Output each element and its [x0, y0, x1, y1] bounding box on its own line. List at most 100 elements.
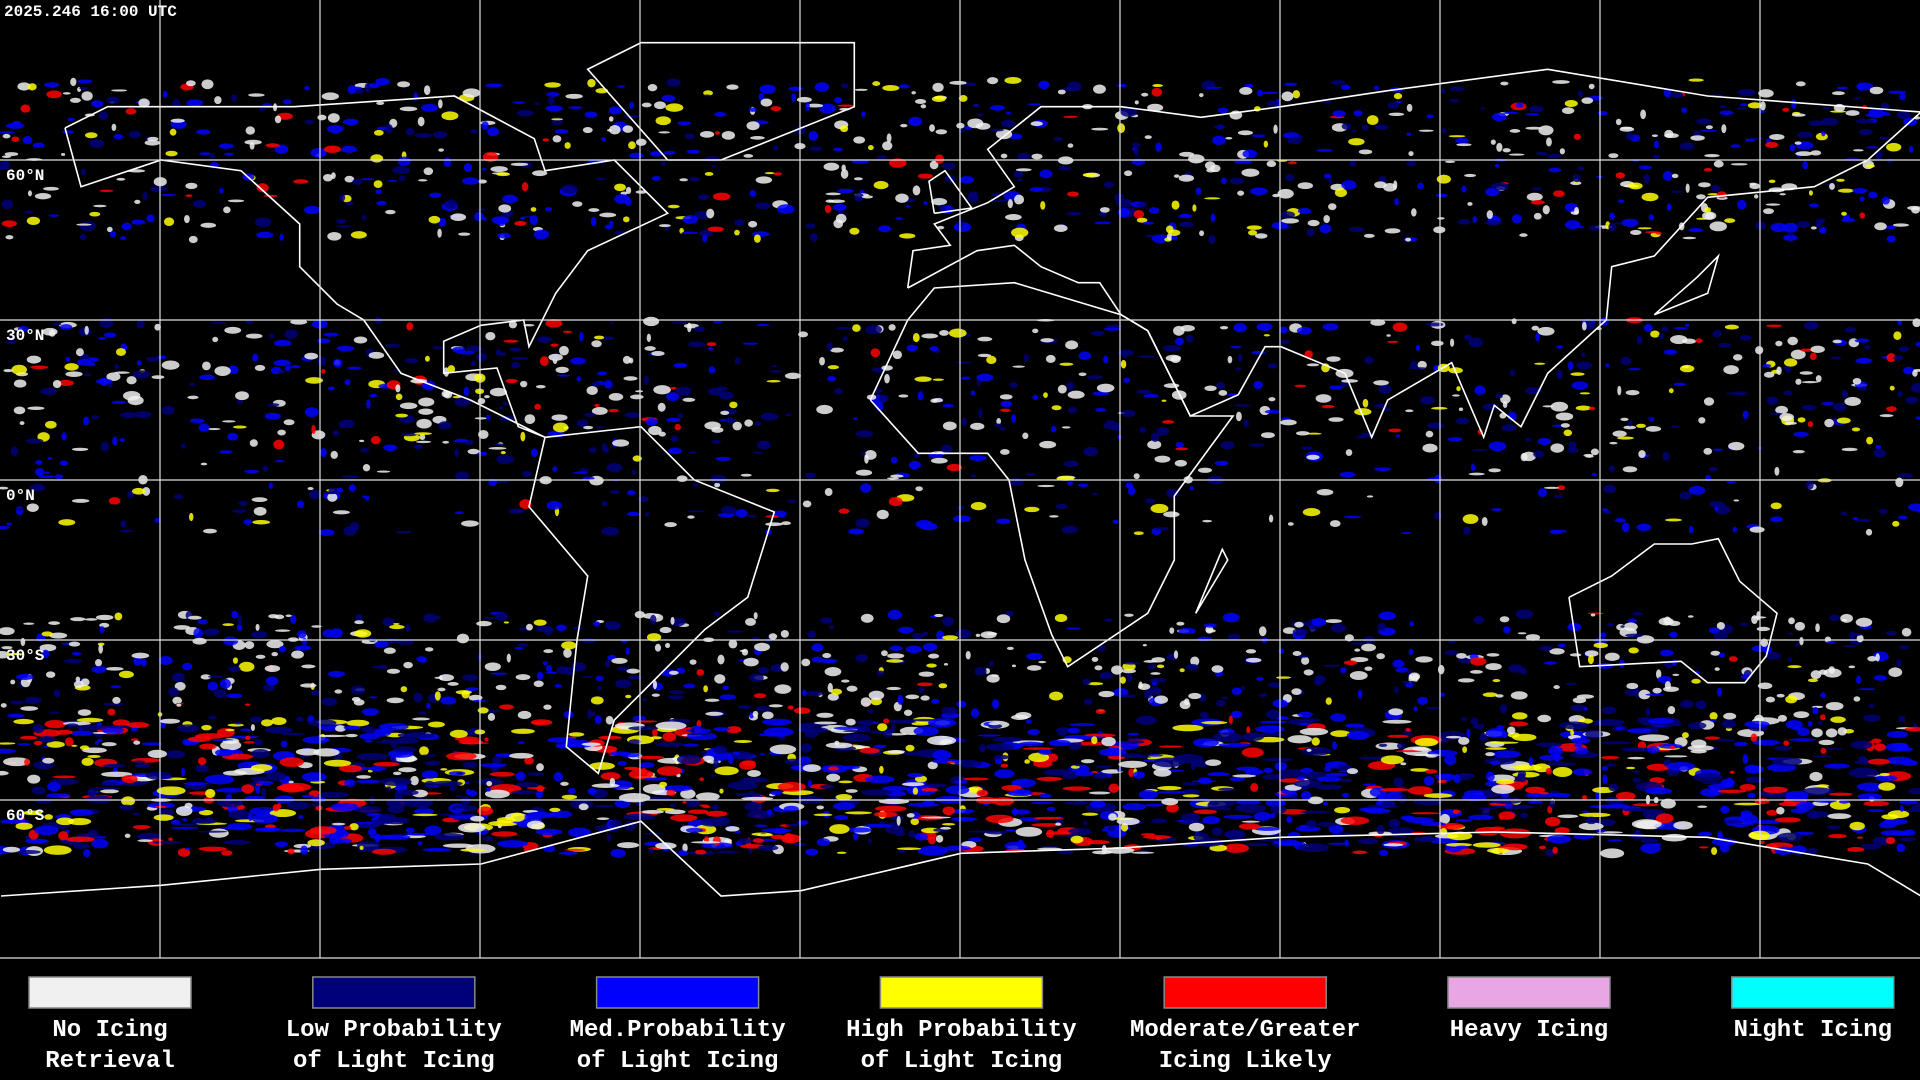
icing-patch	[1222, 612, 1240, 623]
icing-patch	[304, 352, 319, 360]
icing-patch	[765, 488, 780, 493]
icing-patch	[628, 101, 635, 109]
icing-patch	[142, 191, 148, 201]
icing-patch	[1824, 763, 1850, 769]
icing-patch	[1593, 638, 1609, 644]
icing-patch	[1744, 764, 1760, 774]
icing-patch	[364, 739, 373, 743]
icing-patch	[1065, 340, 1079, 350]
icing-patch	[842, 733, 871, 742]
icing-patch	[910, 818, 919, 826]
icing-patch	[405, 624, 411, 632]
icing-patch	[503, 339, 519, 343]
icing-patch	[121, 774, 138, 784]
icing-patch	[221, 850, 233, 856]
icing-patch	[1749, 526, 1765, 533]
icing-patch	[1316, 148, 1333, 153]
icing-patch	[76, 724, 107, 731]
icing-patch	[517, 109, 534, 117]
icing-patch	[1812, 706, 1819, 715]
icing-patch	[185, 182, 198, 190]
icing-patch	[1061, 525, 1079, 534]
icing-patch	[1869, 86, 1884, 95]
icing-patch	[652, 728, 658, 738]
icing-patch	[594, 715, 602, 724]
icing-patch	[890, 474, 904, 478]
icing-patch	[487, 713, 496, 721]
icing-patch	[1343, 660, 1358, 665]
icing-patch	[1733, 802, 1761, 806]
icing-patch	[1415, 344, 1421, 352]
icing-patch	[102, 763, 126, 768]
icing-patch	[53, 689, 61, 698]
icing-patch	[323, 145, 341, 154]
icing-patch	[864, 454, 869, 464]
icing-patch	[1892, 223, 1909, 227]
icing-patch	[1440, 88, 1446, 94]
icing-patch	[1000, 153, 1008, 159]
icing-patch	[1887, 158, 1893, 164]
coastline	[928, 169, 974, 215]
icing-patch	[1857, 793, 1883, 800]
icing-patch	[1153, 768, 1172, 777]
icing-patch	[985, 743, 1015, 751]
icing-patch	[1783, 390, 1793, 396]
icing-patch	[418, 397, 435, 407]
icing-patch	[579, 331, 584, 342]
icing-patch	[1652, 154, 1661, 160]
icing-patch	[185, 194, 193, 198]
icing-patch	[490, 672, 508, 675]
icing-patch	[924, 783, 948, 788]
icing-patch	[1061, 426, 1071, 429]
icing-patch	[0, 703, 7, 708]
icing-patch	[996, 518, 1011, 525]
icing-patch	[484, 395, 490, 399]
icing-patch	[1005, 111, 1012, 115]
icing-patch	[68, 641, 81, 647]
icing-patch	[1807, 847, 1818, 855]
icing-patch	[1124, 613, 1134, 617]
icing-patch	[1911, 206, 1920, 214]
icing-patch	[498, 204, 512, 213]
icing-patch	[927, 761, 938, 770]
icing-patch	[1175, 442, 1184, 448]
icing-patch	[334, 725, 346, 732]
icing-patch	[1606, 623, 1615, 627]
icing-patch	[941, 823, 956, 826]
icing-patch	[1744, 138, 1756, 142]
icing-patch	[556, 624, 567, 631]
icing-patch	[1031, 153, 1043, 160]
icing-patch	[1012, 780, 1027, 785]
icing-patch	[396, 639, 414, 645]
icing-patch	[1788, 632, 1793, 635]
icing-patch	[1412, 747, 1429, 751]
icing-patch	[231, 610, 239, 619]
icing-patch	[1633, 770, 1640, 774]
icing-patch	[941, 706, 958, 715]
icing-patch	[586, 386, 598, 395]
icing-patch	[59, 460, 69, 466]
icing-patch	[327, 125, 344, 134]
icing-patch	[491, 756, 502, 765]
icing-patch	[455, 690, 472, 695]
icing-patch	[1714, 667, 1720, 671]
icing-patch	[310, 147, 327, 158]
icing-patch	[1508, 664, 1524, 673]
icing-patch	[1441, 127, 1447, 134]
icing-patch	[366, 812, 383, 817]
icing-patch	[1449, 338, 1455, 347]
icing-patch	[932, 378, 944, 381]
icing-patch	[879, 765, 884, 774]
icing-patch	[106, 96, 120, 105]
icing-patch	[1703, 447, 1713, 455]
icing-patch	[1625, 633, 1644, 638]
icing-patch	[524, 414, 536, 425]
icing-patch	[635, 190, 648, 194]
icing-patch	[1911, 804, 1920, 812]
icing-patch	[35, 460, 43, 465]
icing-patch	[556, 374, 571, 377]
icing-patch	[1468, 337, 1484, 348]
icing-patch	[3, 757, 31, 767]
icing-patch	[1082, 678, 1091, 685]
icing-patch	[1601, 766, 1609, 771]
